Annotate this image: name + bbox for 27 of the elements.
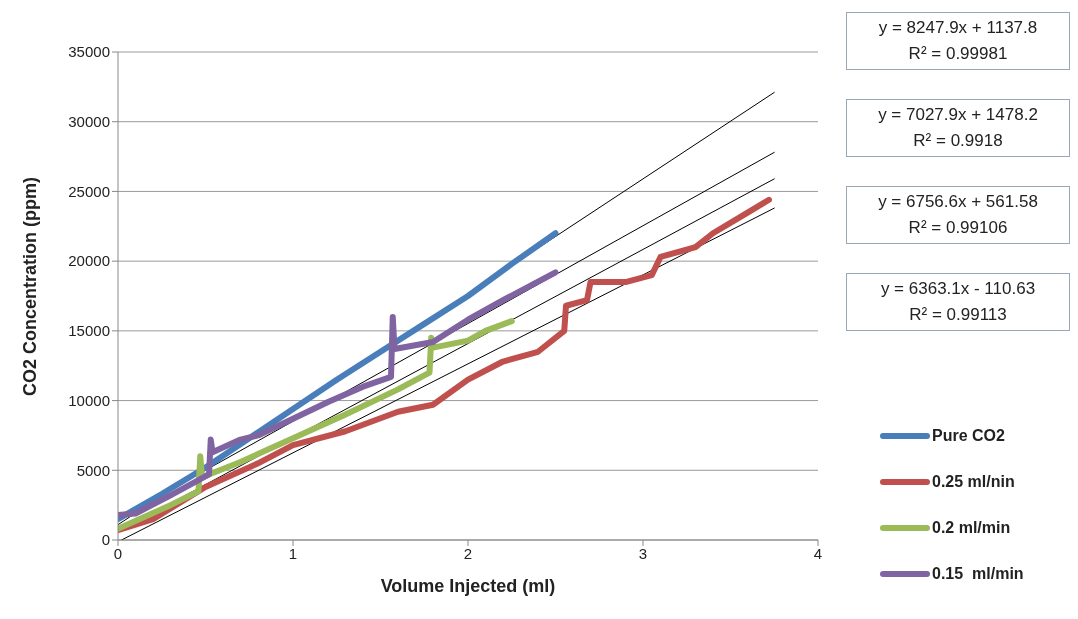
y-tick-label: 15000 [68, 322, 110, 340]
text: R² = 0.9918 [912, 130, 1004, 152]
text: y = 6756.6x + 561.58 [877, 191, 1039, 213]
y-tick-label: 0 [101, 531, 110, 549]
y-tick-label: 30000 [68, 113, 110, 131]
legend-label: 0.25 ml/nin [932, 473, 1015, 491]
text: R² = 0.99113 [908, 304, 1008, 326]
legend-label: 0.2 ml/min [932, 519, 1011, 537]
legend-label: Pure CO2 [932, 427, 1005, 445]
text: y = 7027.9x + 1478.2 [877, 104, 1039, 126]
y-tick-label: 25000 [68, 182, 110, 200]
x-tick-label: 4 [813, 544, 823, 562]
y-tick-label: 35000 [68, 43, 110, 61]
x-tick-label: 3 [638, 544, 648, 562]
y-tick-label: 20000 [68, 252, 110, 270]
y-tick-label: 5000 [76, 461, 110, 479]
x-tick-label: 2 [463, 544, 473, 562]
x-tick-label: 1 [288, 544, 298, 562]
y-tick-label: 10000 [68, 391, 110, 409]
text: R² = 0.99981 [907, 43, 1009, 65]
text: R² = 0.99106 [907, 217, 1009, 239]
legend-label: 0.15 ml/min [932, 565, 1024, 583]
x-tick-label: 0 [113, 544, 123, 562]
x-axis-title: Volume Injected (ml) [380, 576, 556, 596]
y-axis-title: CO2 Concentration (ppm) [20, 177, 41, 396]
text: y = 8247.9x + 1137.8 [877, 17, 1039, 39]
text: y = 6363.1x - 110.63 [879, 278, 1037, 300]
